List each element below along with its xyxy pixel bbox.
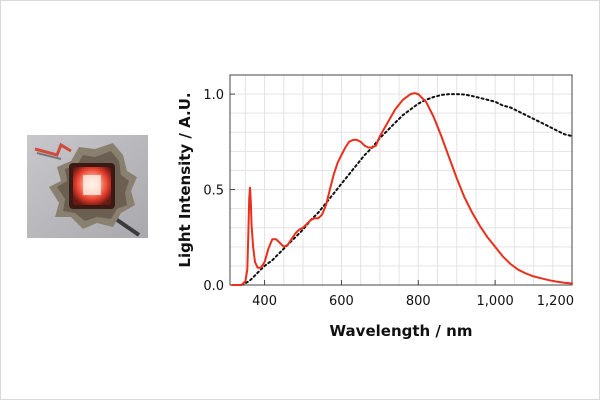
- x-tick-label: 600: [329, 294, 354, 309]
- y-tick-label: 0.5: [203, 184, 224, 199]
- x-axis-title: Wavelength / nm: [330, 322, 473, 340]
- red-led-module-photo: [27, 135, 148, 238]
- y-axis-title: Light Intensity / A.U.: [176, 92, 194, 267]
- plot-area: [229, 74, 573, 286]
- series-lines: [230, 92, 573, 286]
- y-tick-label: 1.0: [203, 88, 224, 103]
- y-tick-label: 0.0: [203, 279, 224, 294]
- x-axis-ticks: 400 600 800 1,000 1,200: [252, 280, 574, 309]
- reference-curve-dotted: [240, 93, 573, 286]
- x-tick-label: 1,200: [537, 294, 574, 309]
- x-tick-label: 1,000: [477, 294, 514, 309]
- led-spectrum-line: [230, 92, 573, 286]
- y-axis-ticks: 0.0 0.5 1.0: [203, 88, 235, 294]
- x-tick-label: 400: [252, 294, 277, 309]
- x-tick-label: 800: [406, 294, 431, 309]
- grid-lines: [230, 75, 572, 285]
